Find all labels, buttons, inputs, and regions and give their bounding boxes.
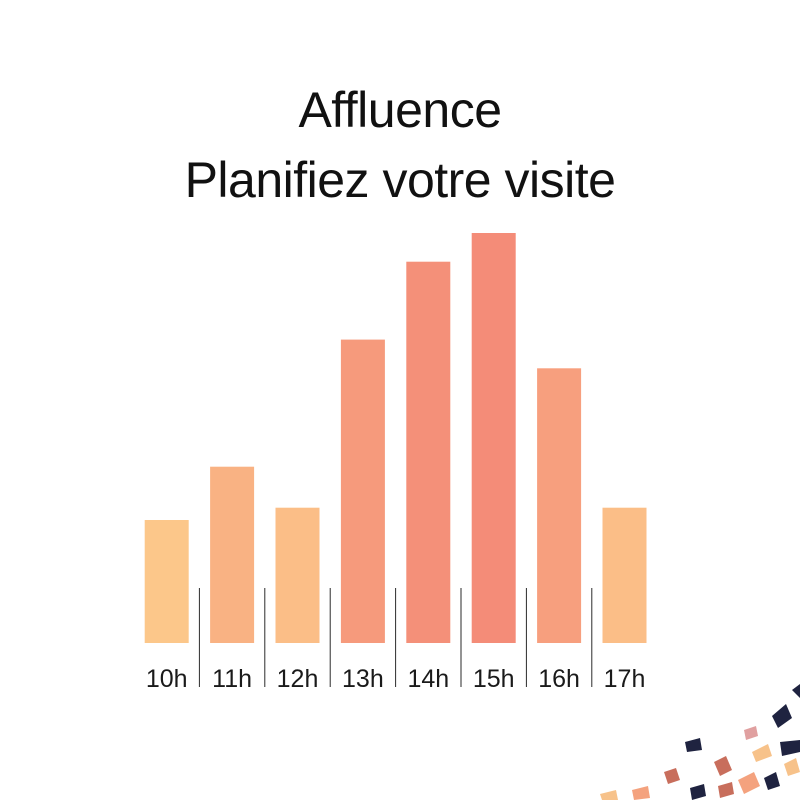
- x-tick-label-11h: 11h: [212, 665, 252, 693]
- x-tick-label-12h: 12h: [277, 665, 319, 693]
- bar-10h: [144, 520, 189, 643]
- chart-title-line-1: Affluence: [298, 82, 502, 138]
- x-tick-label-10h: 10h: [146, 665, 188, 693]
- x-tick-labels-group: 10h 11h 12h 13h 14h 15h 16h 17h: [146, 665, 646, 693]
- bar-17h: [602, 507, 647, 643]
- confetti-piece: [632, 786, 650, 800]
- bar-12h: [275, 507, 320, 643]
- separators-group: [198, 588, 593, 687]
- confetti-piece: [690, 784, 706, 800]
- x-tick-label-14h: 14h: [407, 665, 449, 693]
- confetti-piece: [738, 772, 760, 794]
- bar-14h: [406, 261, 451, 643]
- confetti-piece: [685, 738, 702, 752]
- bar-16h: [537, 368, 582, 643]
- confetti-piece: [784, 758, 800, 776]
- bars-group: [144, 233, 647, 643]
- confetti-piece: [792, 684, 800, 698]
- x-tick-label-16h: 16h: [538, 665, 580, 693]
- x-tick-label-17h: 17h: [604, 665, 646, 693]
- bar-11h: [210, 466, 255, 643]
- confetti-piece: [772, 704, 792, 728]
- chart-title-line-2: Planifiez votre visite: [184, 152, 616, 208]
- x-tick-label-15h: 15h: [473, 665, 515, 693]
- bar-13h: [340, 339, 385, 643]
- confetti-piece: [664, 768, 680, 784]
- confetti-piece: [764, 772, 780, 790]
- bar-15h: [471, 233, 516, 643]
- confetti-piece: [600, 790, 618, 800]
- x-tick-label-13h: 13h: [342, 665, 384, 693]
- confetti-piece: [718, 782, 734, 798]
- confetti-piece: [714, 756, 732, 776]
- confetti-decoration: [600, 684, 800, 800]
- confetti-piece: [780, 740, 800, 756]
- confetti-piece: [744, 726, 758, 740]
- confetti-piece: [752, 744, 772, 762]
